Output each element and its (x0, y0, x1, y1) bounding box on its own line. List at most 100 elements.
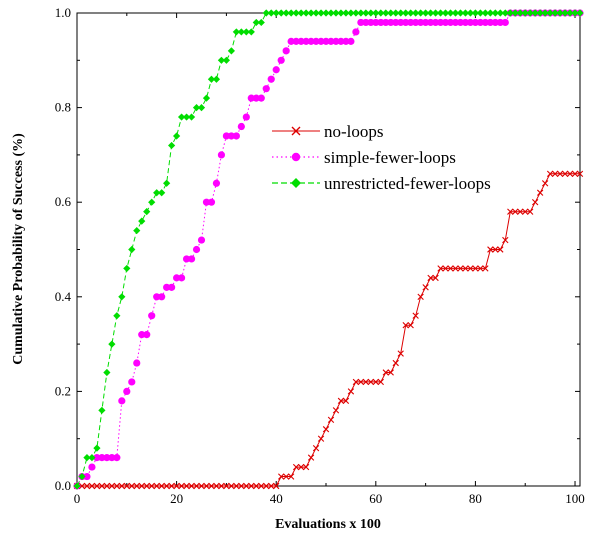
data-point-no-loops (437, 265, 444, 272)
data-point-no-loops (218, 482, 225, 490)
data-point-unrestricted-fewer-loops (377, 9, 385, 17)
data-point-unrestricted-fewer-loops (372, 9, 380, 17)
data-point-unrestricted-fewer-loops (173, 132, 181, 140)
data-point-simple-fewer-loops (182, 255, 191, 263)
data-point-no-loops (576, 170, 584, 178)
data-point-simple-fewer-loops (486, 18, 494, 27)
data-point-no-loops (163, 482, 170, 490)
data-point-no-loops (561, 170, 569, 178)
legend-marker-unrestricted-fewer-loops (291, 178, 301, 188)
data-point-unrestricted-fewer-loops (446, 9, 455, 17)
data-point-simple-fewer-loops (262, 85, 270, 93)
data-point-simple-fewer-loops (148, 312, 156, 320)
data-point-unrestricted-fewer-loops (531, 9, 539, 17)
data-point-no-loops (417, 293, 424, 300)
data-point-simple-fewer-loops (222, 132, 231, 140)
data-point-unrestricted-fewer-loops (496, 9, 504, 17)
data-point-no-loops (307, 454, 315, 461)
data-point-simple-fewer-loops (481, 18, 489, 27)
data-point-simple-fewer-loops (426, 18, 435, 27)
data-point-simple-fewer-loops (277, 56, 285, 64)
data-point-no-loops (342, 397, 350, 405)
data-point-no-loops (556, 170, 564, 178)
data-point-no-loops (382, 369, 389, 376)
legend-marker-simple-fewer-loops (291, 152, 301, 162)
y-tick-label: 0.4 (55, 289, 72, 304)
data-point-unrestricted-fewer-loops (242, 28, 250, 36)
data-point-unrestricted-fewer-loops (451, 9, 460, 17)
data-point-unrestricted-fewer-loops (441, 9, 450, 17)
data-point-no-loops (367, 378, 375, 386)
data-point-unrestricted-fewer-loops (93, 444, 101, 452)
data-point-simple-fewer-loops (242, 113, 250, 121)
data-point-unrestricted-fewer-loops (307, 9, 315, 17)
data-point-unrestricted-fewer-loops (73, 482, 81, 490)
data-point-no-loops (153, 482, 160, 490)
data-point-unrestricted-fewer-loops (202, 94, 211, 102)
data-point-unrestricted-fewer-loops (407, 9, 415, 17)
data-point-no-loops (492, 246, 499, 253)
data-point-no-loops (143, 482, 150, 490)
data-point-no-loops (357, 378, 365, 386)
data-point-unrestricted-fewer-loops (342, 9, 350, 17)
data-point-no-loops (233, 482, 240, 490)
data-point-no-loops (327, 416, 335, 423)
data-point-simple-fewer-loops (322, 37, 330, 45)
data-point-no-loops (83, 482, 91, 490)
data-point-simple-fewer-loops (352, 28, 360, 36)
data-point-no-loops (158, 482, 165, 490)
data-point-simple-fewer-loops (327, 37, 335, 45)
data-point-simple-fewer-loops (177, 274, 186, 282)
data-point-no-loops (238, 482, 245, 490)
data-point-unrestricted-fewer-loops (422, 9, 430, 17)
data-point-unrestricted-fewer-loops (506, 9, 514, 17)
data-point-unrestricted-fewer-loops (262, 9, 270, 17)
data-point-no-loops (108, 482, 116, 490)
data-point-simple-fewer-loops (272, 66, 280, 74)
data-point-unrestricted-fewer-loops (143, 208, 151, 216)
data-point-unrestricted-fewer-loops (526, 9, 534, 17)
data-point-simple-fewer-loops (103, 454, 111, 462)
y-tick-label: 0.0 (55, 478, 71, 493)
data-point-unrestricted-fewer-loops (133, 226, 141, 235)
data-point-no-loops (546, 170, 554, 178)
data-point-unrestricted-fewer-loops (78, 472, 86, 481)
data-point-no-loops (462, 265, 469, 272)
data-point-no-loops (427, 274, 434, 282)
data-point-no-loops (88, 482, 96, 490)
data-point-simple-fewer-loops (98, 454, 106, 462)
data-point-unrestricted-fewer-loops (566, 9, 574, 17)
data-point-no-loops (472, 265, 479, 272)
x-tick-label: 60 (369, 491, 382, 506)
data-point-no-loops (173, 482, 180, 490)
data-point-no-loops (452, 265, 459, 272)
data-point-no-loops (402, 321, 409, 329)
data-point-simple-fewer-loops (83, 472, 91, 481)
data-point-simple-fewer-loops (247, 94, 255, 102)
data-point-simple-fewer-loops (387, 18, 395, 27)
data-point-unrestricted-fewer-loops (192, 104, 201, 112)
data-point-no-loops (477, 265, 484, 272)
data-point-simple-fewer-loops (207, 198, 216, 206)
data-point-simple-fewer-loops (88, 463, 96, 471)
data-point-no-loops (571, 170, 579, 178)
data-point-unrestricted-fewer-loops (556, 9, 564, 17)
data-point-no-loops (198, 482, 205, 490)
data-point-unrestricted-fewer-loops (332, 9, 340, 17)
data-point-simple-fewer-loops (382, 18, 390, 27)
legend: no-loops simple-fewer-loops unrestricted… (272, 122, 491, 193)
data-point-no-loops (253, 482, 260, 490)
data-point-unrestricted-fewer-loops (516, 9, 524, 17)
data-point-simple-fewer-loops (302, 37, 310, 45)
data-point-unrestricted-fewer-loops (113, 312, 121, 320)
data-point-unrestricted-fewer-loops (352, 9, 360, 17)
data-point-no-loops (487, 246, 494, 253)
data-point-unrestricted-fewer-loops (536, 9, 544, 17)
data-point-simple-fewer-loops (118, 397, 126, 405)
data-point-simple-fewer-loops (307, 37, 315, 45)
data-point-unrestricted-fewer-loops (486, 9, 494, 17)
data-point-simple-fewer-loops (441, 18, 450, 27)
data-point-unrestricted-fewer-loops (436, 9, 445, 17)
data-point-simple-fewer-loops (287, 37, 295, 45)
data-point-unrestricted-fewer-loops (576, 9, 584, 17)
